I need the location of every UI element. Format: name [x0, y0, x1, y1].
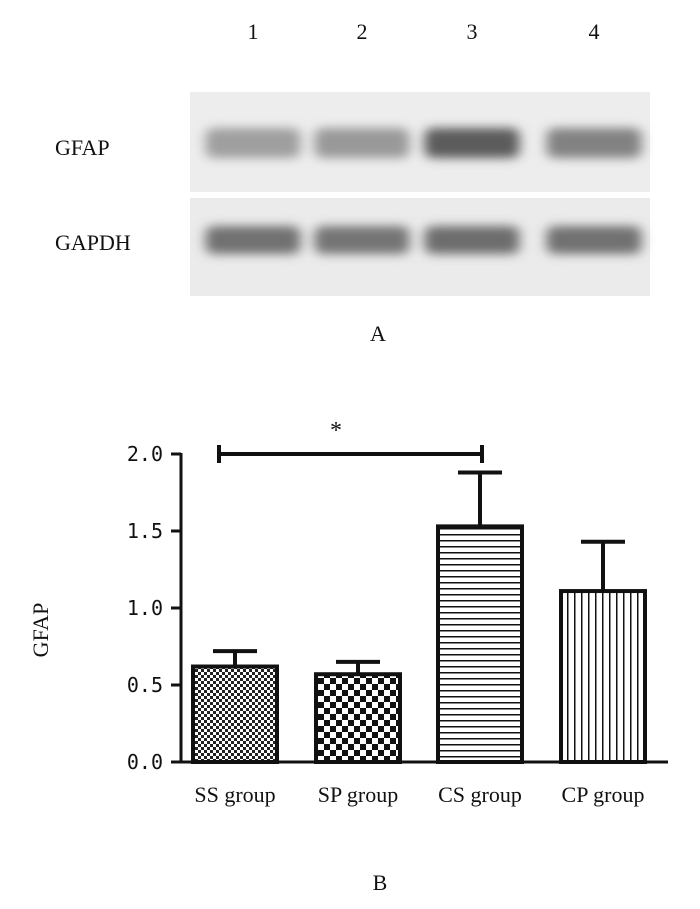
bar-ss-group — [191, 664, 279, 765]
band-gfap-lane-4 — [546, 128, 642, 158]
band-gapdh-lane-3 — [424, 226, 520, 254]
y-tick-label: 0.5 — [127, 673, 163, 697]
band-gfap-lane-2 — [314, 128, 410, 158]
x-axis: SS group SP group CS group CP group — [180, 760, 668, 807]
y-tick-label: 1.5 — [127, 519, 163, 543]
bar-chart: 0.0 0.5 1.0 1.5 2.0 SS group SP group CS group… — [28, 418, 668, 895]
band-label-gapdh: GAPDH — [55, 230, 131, 255]
panel-label-b: B — [373, 870, 388, 895]
x-tick-label: CP group — [562, 782, 645, 807]
band-gfap-lane-3 — [424, 128, 520, 158]
bar-cp-group — [559, 589, 647, 764]
x-tick-label: SP group — [318, 782, 398, 807]
significance-marker: * — [330, 418, 342, 444]
band-label-gfap: GFAP — [55, 135, 110, 160]
lane-numbers: 1 2 3 4 — [248, 19, 600, 44]
y-tick-label: 0.0 — [127, 750, 163, 774]
lane-number-3: 3 — [467, 19, 478, 44]
lane-number-1: 1 — [248, 19, 259, 44]
significance-bracket: * — [217, 418, 484, 463]
bar-cs-group — [436, 524, 524, 764]
band-gapdh-lane-1 — [205, 226, 301, 254]
lane-number-2: 2 — [357, 19, 368, 44]
bands — [205, 128, 642, 254]
y-axis: 0.0 0.5 1.0 1.5 2.0 — [127, 442, 183, 774]
bar-sp-group — [314, 672, 402, 764]
lane-number-4: 4 — [589, 19, 600, 44]
x-tick-label: SS group — [194, 782, 275, 807]
y-tick-label: 2.0 — [127, 442, 163, 466]
y-tick-label: 1.0 — [127, 596, 163, 620]
error-bars — [213, 470, 625, 675]
panel-label-a: A — [370, 321, 386, 346]
western-blot: 1 2 3 4 GFAP GAPDH A — [55, 19, 650, 346]
band-gapdh-lane-2 — [314, 226, 410, 254]
bars — [191, 524, 647, 765]
y-axis-label: GFAP — [28, 603, 53, 658]
band-gapdh-lane-4 — [546, 226, 642, 254]
x-tick-label: CS group — [438, 782, 522, 807]
band-gfap-lane-1 — [205, 128, 301, 158]
